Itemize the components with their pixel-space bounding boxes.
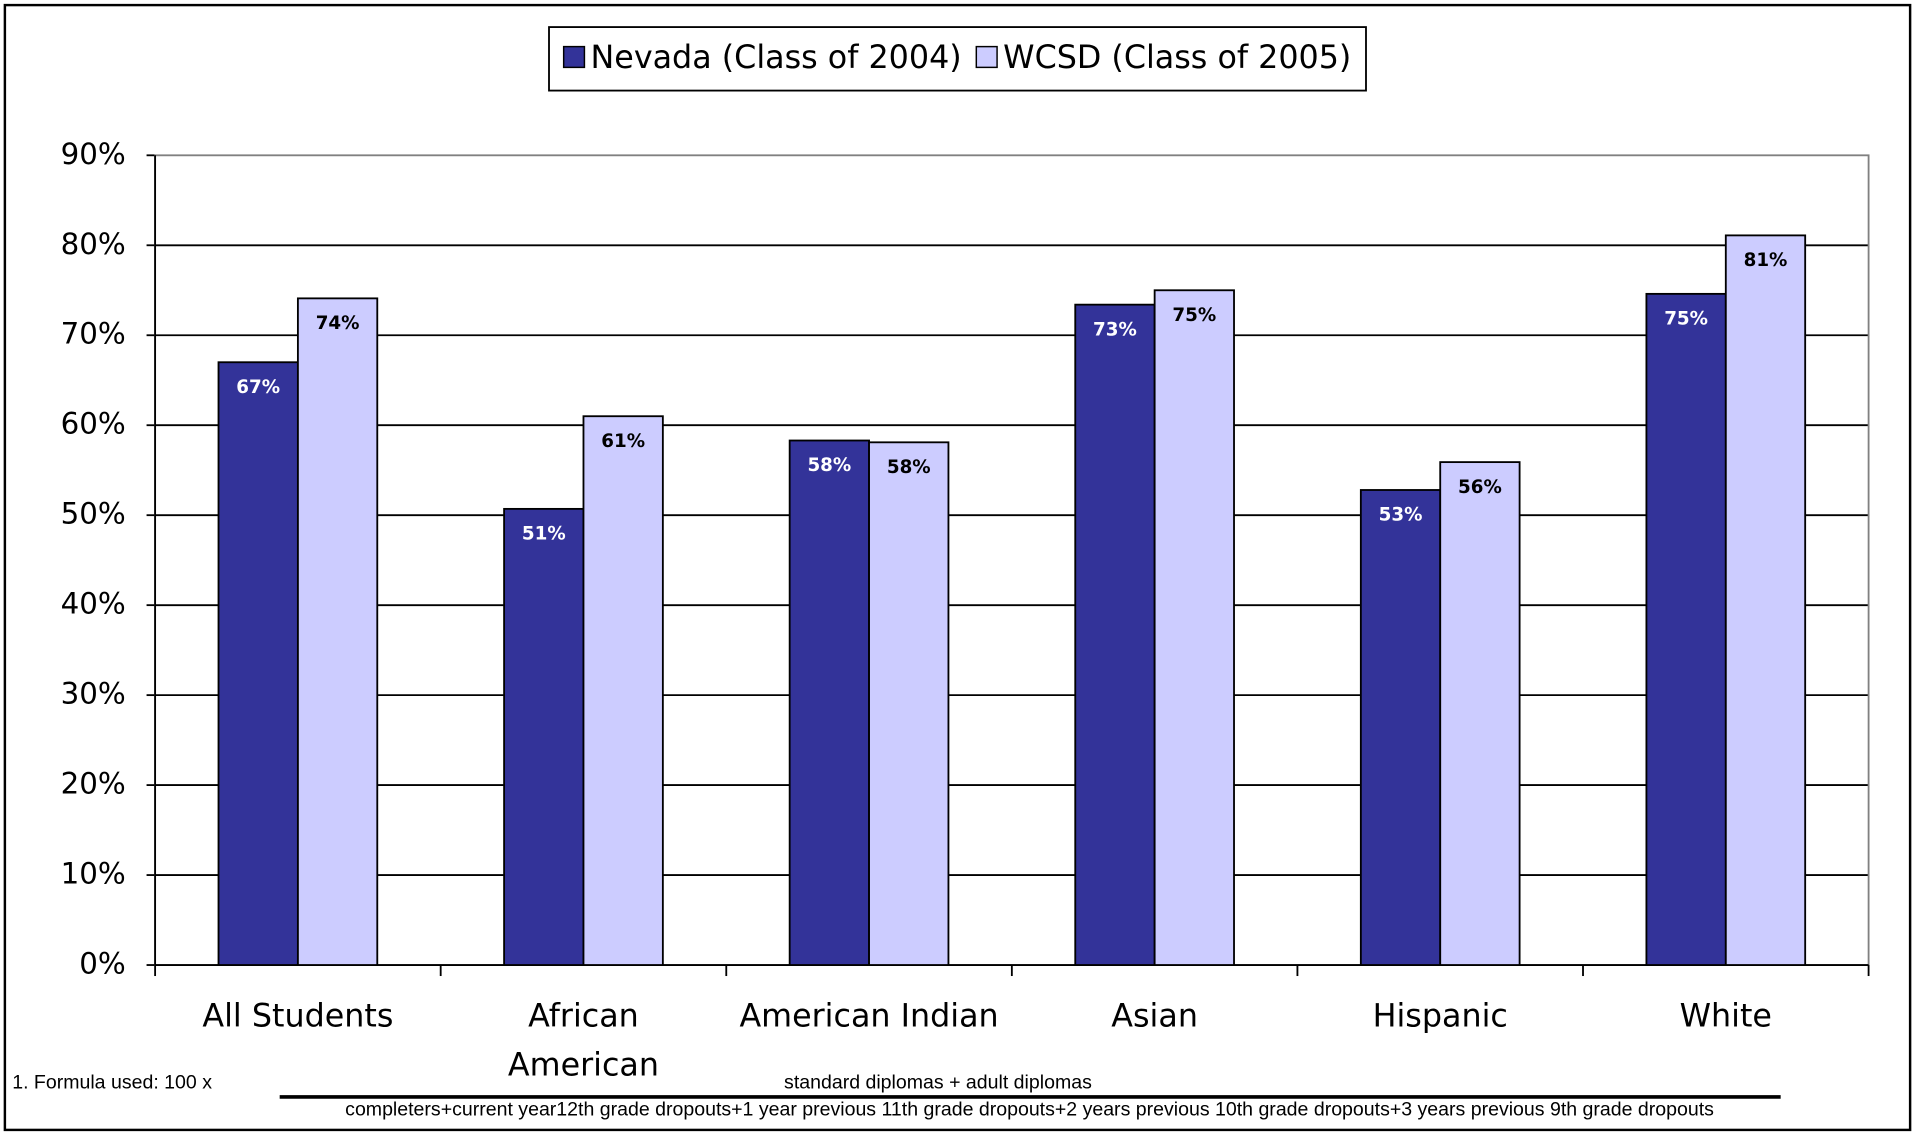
bar	[1439, 461, 1521, 966]
value-label: 53%	[1379, 505, 1423, 526]
bar	[1359, 489, 1442, 966]
bar	[868, 441, 950, 966]
y-tick-label: 20%	[61, 767, 126, 801]
value-label: 81%	[1744, 250, 1788, 271]
x-tick-label: Asian	[1111, 999, 1198, 1035]
x-tick-label: African American	[508, 999, 659, 1084]
x-tick-label: Hispanic	[1373, 999, 1508, 1035]
value-label: 75%	[1664, 309, 1708, 330]
x-tick-label: White	[1680, 999, 1772, 1035]
legend-swatch	[975, 45, 998, 69]
x-tick-label: American Indian	[739, 999, 998, 1035]
x-tick-label: All Students	[202, 999, 393, 1035]
legend-label: WCSD (Class of 2005)	[1003, 40, 1351, 76]
legend-box	[548, 26, 1367, 92]
value-label: 56%	[1458, 477, 1502, 498]
y-tick-label: 40%	[61, 587, 126, 621]
bar	[1074, 303, 1156, 966]
bar	[788, 439, 870, 966]
bar	[217, 361, 299, 966]
bar	[503, 507, 585, 966]
footnote-numerator: standard diplomas + adult diplomas	[784, 1072, 1092, 1094]
value-label: 58%	[807, 455, 851, 476]
bar	[1153, 289, 1235, 966]
y-tick-label: 50%	[61, 497, 126, 531]
y-tick-label: 70%	[61, 317, 126, 351]
legend: Nevada (Class of 2004) WCSD (Class of 200…	[548, 26, 1367, 92]
value-label: 73%	[1093, 319, 1137, 340]
footnote-denominator: completers+current year12th grade dropou…	[345, 1099, 1714, 1121]
value-label: 51%	[522, 524, 566, 545]
y-tick-label: 80%	[61, 227, 126, 261]
value-label: 74%	[316, 313, 360, 334]
value-label: 75%	[1172, 305, 1216, 326]
y-tick-label: 60%	[61, 407, 126, 441]
value-label: 67%	[236, 377, 280, 398]
value-label: 58%	[887, 457, 931, 478]
bar	[1645, 292, 1727, 966]
legend-label: Nevada (Class of 2004)	[591, 40, 962, 76]
bar	[582, 415, 664, 966]
y-tick-label: 10%	[61, 857, 126, 891]
bar	[296, 297, 379, 966]
legend-swatch	[562, 45, 586, 69]
y-tick-label: 90%	[61, 137, 126, 171]
footnote-prefix: 1. Formula used: 100 x	[12, 1072, 212, 1094]
y-tick-label: 30%	[61, 677, 126, 711]
value-label: 61%	[601, 431, 645, 452]
y-tick-label: 0%	[79, 947, 125, 981]
bar	[1724, 234, 1807, 966]
